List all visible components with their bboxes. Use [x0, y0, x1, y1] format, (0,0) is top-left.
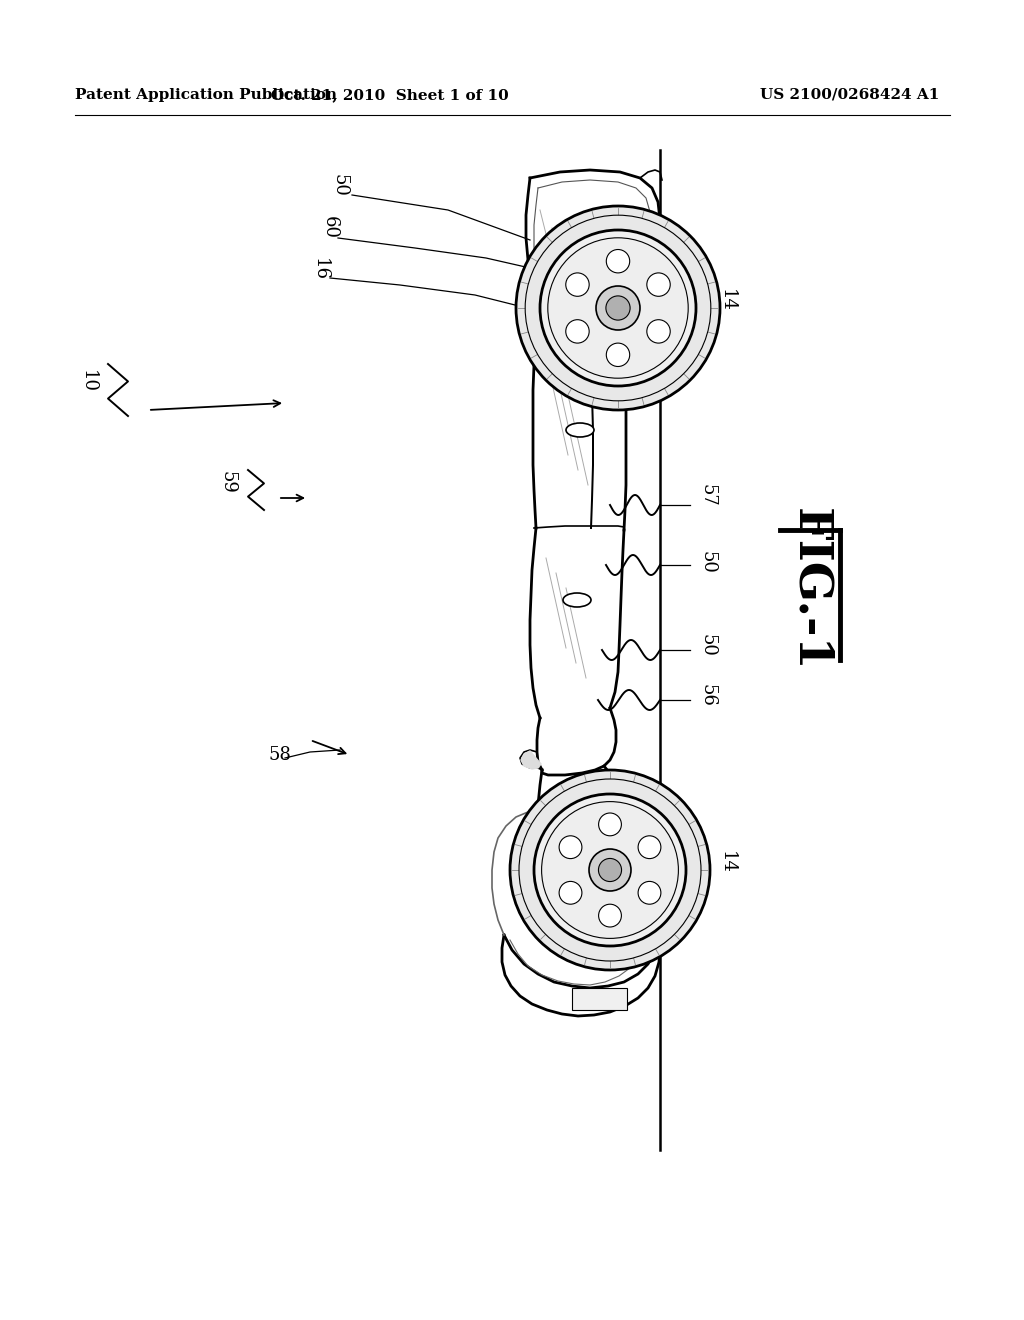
- Circle shape: [647, 273, 671, 296]
- Circle shape: [559, 882, 582, 904]
- Text: FIG.-1: FIG.-1: [787, 508, 833, 672]
- Circle shape: [566, 273, 589, 296]
- Text: US 2100/0268424 A1: US 2100/0268424 A1: [760, 88, 939, 102]
- Text: 50: 50: [698, 550, 716, 573]
- Text: 60: 60: [321, 216, 339, 239]
- Circle shape: [519, 779, 701, 961]
- Text: 57: 57: [698, 483, 716, 507]
- Circle shape: [566, 319, 589, 343]
- Circle shape: [638, 836, 660, 858]
- Text: 10: 10: [79, 371, 97, 393]
- Ellipse shape: [566, 422, 594, 437]
- Text: Patent Application Publication: Patent Application Publication: [75, 88, 337, 102]
- Bar: [572, 987, 627, 1010]
- Circle shape: [647, 319, 671, 343]
- Text: 50: 50: [331, 173, 349, 197]
- Circle shape: [606, 296, 630, 321]
- Text: 14: 14: [718, 850, 736, 874]
- Circle shape: [559, 836, 582, 858]
- Circle shape: [542, 801, 678, 939]
- Circle shape: [599, 904, 622, 927]
- Circle shape: [516, 206, 720, 411]
- Ellipse shape: [563, 593, 591, 607]
- Circle shape: [599, 813, 622, 836]
- Circle shape: [548, 238, 688, 379]
- Circle shape: [596, 286, 640, 330]
- Circle shape: [534, 795, 686, 946]
- Text: 56: 56: [698, 684, 716, 706]
- Circle shape: [589, 849, 631, 891]
- Text: Oct. 21, 2010  Sheet 1 of 10: Oct. 21, 2010 Sheet 1 of 10: [271, 88, 509, 102]
- Circle shape: [540, 230, 696, 385]
- Text: 16: 16: [311, 259, 329, 281]
- Text: 14: 14: [718, 289, 736, 312]
- Text: 58: 58: [268, 746, 291, 764]
- Polygon shape: [521, 751, 541, 770]
- Circle shape: [598, 858, 622, 882]
- Circle shape: [525, 215, 711, 401]
- Circle shape: [606, 343, 630, 367]
- Circle shape: [638, 882, 660, 904]
- Text: 59: 59: [219, 470, 237, 494]
- Circle shape: [606, 249, 630, 273]
- Circle shape: [510, 770, 710, 970]
- Text: 50: 50: [698, 634, 716, 656]
